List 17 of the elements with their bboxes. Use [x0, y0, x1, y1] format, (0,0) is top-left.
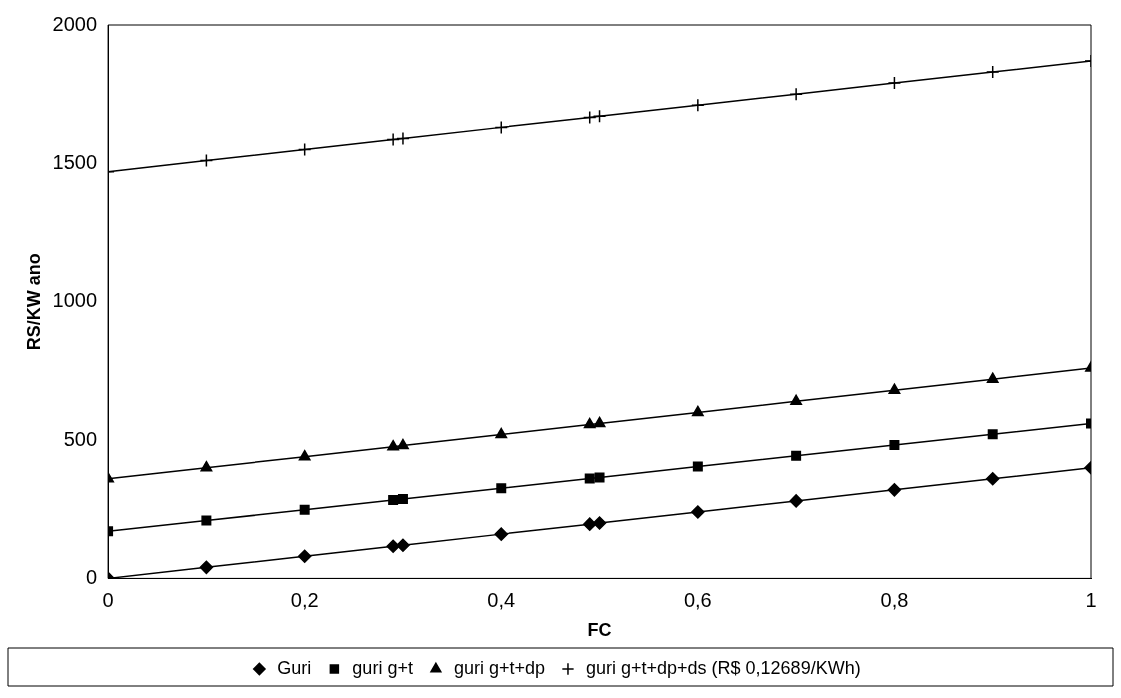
y-tick-label: 0 [85, 565, 98, 588]
legend-label: guri g+t+dp+ds (R$ 0,12689/KWh) [585, 657, 861, 678]
y-tick-label: 500 [63, 427, 98, 450]
x-tick-label: 1 [1085, 588, 1097, 611]
y-tick-label: 1500 [52, 150, 98, 173]
x-axis-title: FC [587, 620, 612, 641]
legend-label: guri g+t+dp [453, 657, 545, 678]
x-tick-label: 0,6 [683, 588, 712, 611]
legend-label: Guri [277, 657, 312, 678]
legend-label: guri g+t [352, 657, 413, 678]
x-tick-label: 0,8 [880, 588, 909, 611]
y-tick-label: 2000 [52, 12, 98, 35]
y-tick-label: 1000 [52, 289, 98, 312]
y-axis-title: RS/KW ano [23, 253, 44, 351]
x-tick-label: 0,4 [487, 588, 516, 611]
x-tick-label: 0 [102, 588, 114, 611]
x-tick-label: 0,2 [290, 588, 319, 611]
